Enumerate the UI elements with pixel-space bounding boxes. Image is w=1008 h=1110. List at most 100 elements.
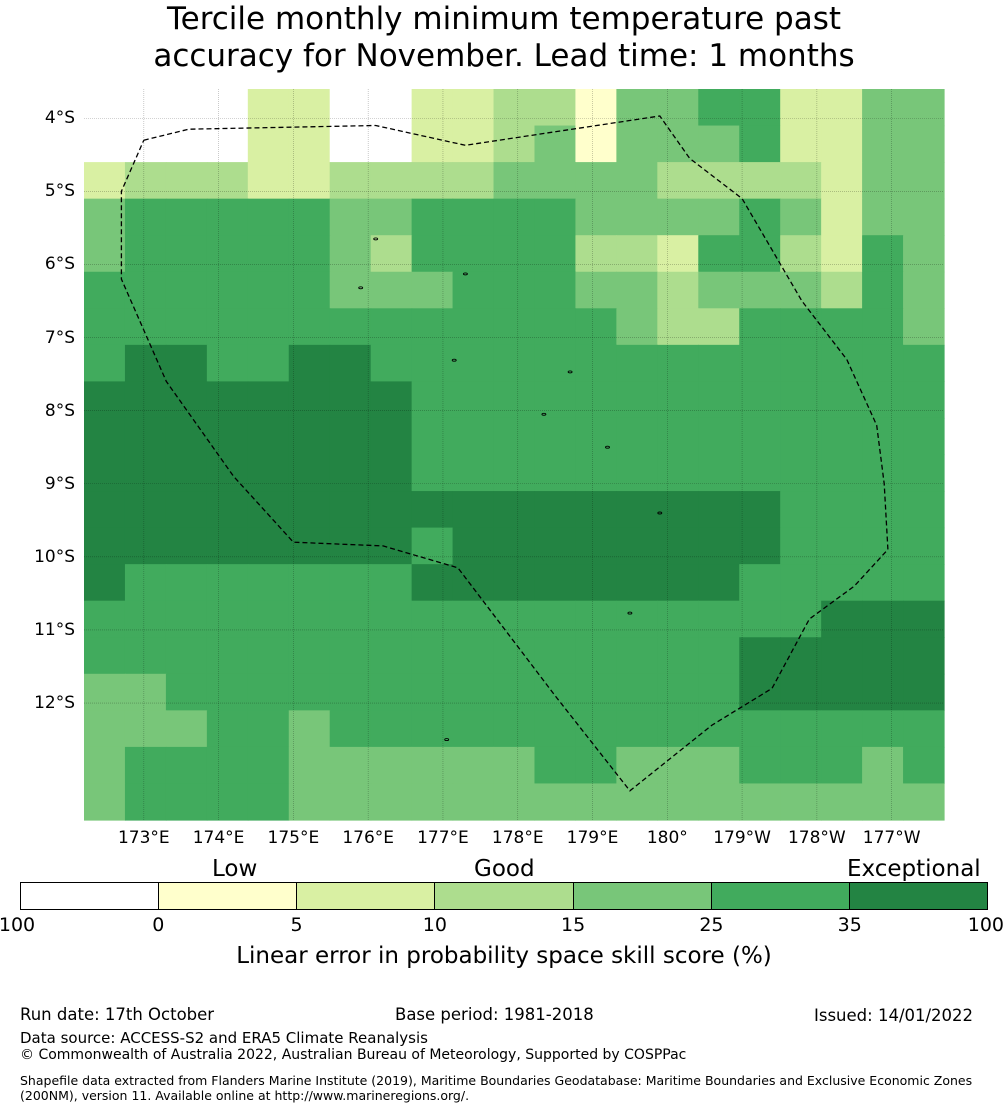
- map-cell: [165, 89, 208, 127]
- map-cell: [493, 381, 536, 419]
- map-cell: [370, 673, 413, 711]
- map-cell: [329, 491, 372, 529]
- map-cell: [247, 235, 290, 273]
- map-cell: [452, 125, 495, 163]
- map-cell: [370, 783, 413, 821]
- map-cell: [903, 417, 945, 456]
- map-cell: [206, 710, 249, 748]
- map-cell: [124, 491, 167, 529]
- map-cell: [452, 783, 495, 821]
- map-cell: [206, 198, 249, 236]
- map-cell: [411, 89, 454, 127]
- island-outline: [627, 611, 633, 615]
- map-cell: [84, 673, 126, 711]
- map-cell: [903, 125, 945, 163]
- map-cell: [84, 344, 126, 382]
- map-cell: [288, 271, 331, 309]
- map-cell: [247, 600, 290, 638]
- map-cell: [452, 454, 495, 492]
- map-cell: [288, 673, 331, 711]
- map-cell: [84, 89, 126, 127]
- map-cell: [698, 454, 740, 492]
- longitude-label: 180°: [646, 828, 688, 848]
- map-cell: [616, 89, 658, 127]
- island-outline: [373, 237, 379, 241]
- map-cell: [780, 162, 822, 200]
- map-cell: [575, 235, 617, 273]
- map-cell: [329, 344, 372, 382]
- island-outline: [541, 412, 547, 416]
- map-cell: [493, 344, 536, 382]
- map-cell: [575, 527, 617, 565]
- map-cell: [493, 710, 536, 748]
- map-cell: [124, 564, 167, 602]
- longitude-label: 173°E: [117, 828, 170, 848]
- map-cell: [534, 381, 577, 419]
- map-cell: [165, 710, 208, 748]
- map-cell: [329, 454, 372, 492]
- map-cell: [616, 710, 658, 748]
- map-cell: [370, 125, 413, 163]
- map-cell: [288, 746, 331, 785]
- map-cell: [657, 710, 699, 748]
- map-cell: [821, 271, 863, 309]
- map-cell: [411, 673, 454, 711]
- map-cell: [206, 235, 249, 273]
- longitude-label: 178°E: [491, 828, 544, 848]
- colorbar-tick-label: 10: [422, 914, 447, 936]
- map-cell: [84, 308, 126, 346]
- map-cell: [657, 783, 699, 821]
- map-cell: [698, 381, 740, 419]
- map-cell: [165, 746, 208, 785]
- map-cell: [247, 746, 290, 785]
- map-cell: [247, 308, 290, 346]
- map-cell: [534, 344, 577, 382]
- map-cell: [288, 637, 331, 675]
- map-cell: [903, 783, 945, 821]
- map-cell: [575, 308, 617, 346]
- map-cell: [247, 564, 290, 602]
- map-cell: [165, 673, 208, 711]
- map-cell: [616, 162, 658, 200]
- map-cell: [821, 454, 863, 492]
- map-cell: [616, 600, 658, 638]
- map-cell: [84, 235, 126, 273]
- map-cell: [452, 600, 495, 638]
- map-cell: [575, 710, 617, 748]
- map-cell: [452, 235, 495, 273]
- map-cell: [329, 89, 372, 127]
- map-cell: [124, 710, 167, 748]
- map-cell: [616, 125, 658, 163]
- map-cell: [247, 381, 290, 419]
- map-cell: [493, 637, 536, 675]
- map-cell: [575, 491, 617, 529]
- map-cell: [739, 162, 781, 200]
- map-cell: [165, 235, 208, 273]
- colorbar-tick-label: 5: [290, 914, 303, 936]
- map-cell: [739, 710, 781, 748]
- map-cell: [698, 491, 740, 529]
- map-cell: [206, 783, 249, 821]
- latitude-label: 7°S: [44, 327, 75, 348]
- map-cell: [575, 381, 617, 419]
- map-cell: [862, 235, 904, 273]
- run-date: Run date: 17th October: [20, 1005, 215, 1024]
- map-cell: [247, 162, 290, 200]
- map-cell: [288, 491, 331, 529]
- map-cell: [575, 125, 617, 163]
- map-cell: [329, 673, 372, 711]
- map-cell: [903, 710, 945, 748]
- latitude-label: 10°S: [34, 546, 75, 567]
- map-cell: [411, 600, 454, 638]
- map-cell: [616, 344, 658, 382]
- skill-score-map: [84, 89, 945, 821]
- latitude-label: 12°S: [34, 693, 75, 714]
- map-cell: [575, 162, 617, 200]
- map-cell: [84, 381, 126, 419]
- longitude-label: 177°E: [417, 828, 469, 848]
- map-cell: [821, 344, 863, 382]
- map-cell: [411, 710, 454, 748]
- map-cell: [657, 417, 699, 456]
- map-cell: [862, 527, 904, 565]
- map-cell: [370, 308, 413, 346]
